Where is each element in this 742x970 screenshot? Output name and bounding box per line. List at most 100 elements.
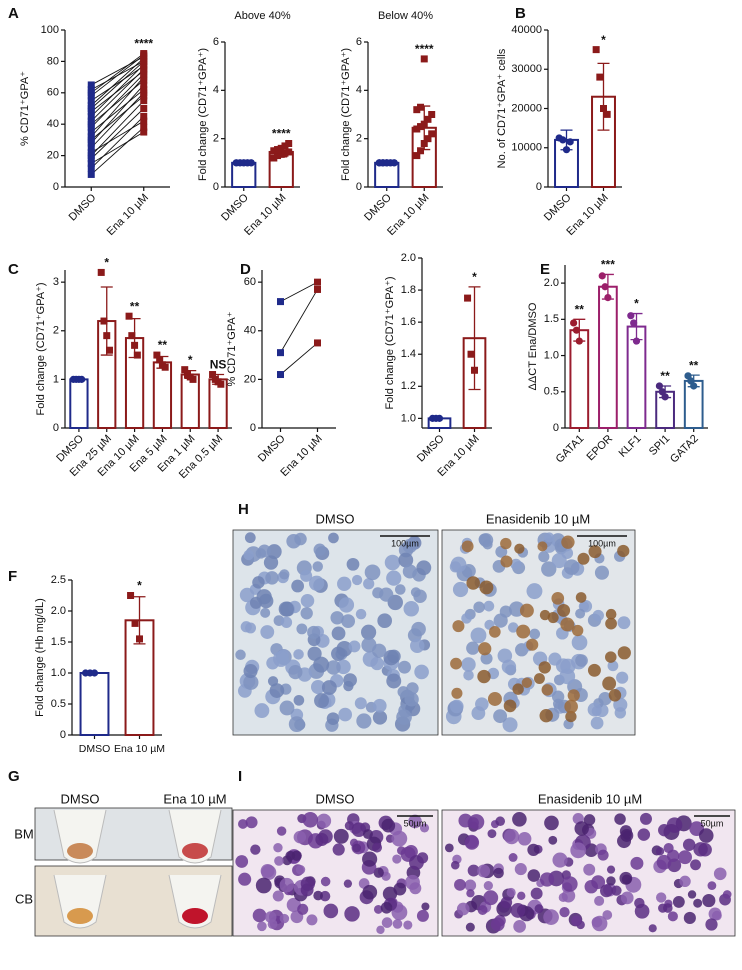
y-axis-label: Fold change (CD71⁺GPA⁺) <box>35 282 47 415</box>
data-point <box>125 312 133 320</box>
y-tick-label: 2.0 <box>401 252 416 264</box>
cell <box>260 607 271 618</box>
tube <box>168 874 222 929</box>
cell <box>386 570 402 586</box>
data-point <box>424 115 432 123</box>
cell <box>397 686 410 698</box>
significance: * <box>104 256 109 270</box>
x-tick-label: SPI1 <box>647 433 672 458</box>
cell <box>722 890 732 899</box>
scale-bar-label: 50µm <box>701 818 724 828</box>
cell <box>478 642 492 656</box>
cell <box>295 864 306 875</box>
cell <box>470 627 487 644</box>
pair-line <box>91 65 144 102</box>
cell <box>452 581 469 598</box>
y-tick-label: 2.0 <box>51 605 66 617</box>
cell <box>288 716 305 733</box>
cell <box>537 541 548 552</box>
data-point <box>413 152 421 160</box>
cell <box>293 830 307 844</box>
cell <box>464 879 477 892</box>
y-tick-label: 20000 <box>511 102 542 114</box>
cell <box>252 908 267 923</box>
data-point <box>209 371 217 379</box>
y-tick-label: 0.5 <box>544 386 559 398</box>
data-point <box>131 619 139 627</box>
y-tick-label: 60 <box>244 276 256 288</box>
pair-line <box>90 70 145 112</box>
cell <box>411 621 426 637</box>
data-point <box>140 97 148 105</box>
cell <box>348 640 361 653</box>
significance: *** <box>601 258 615 272</box>
cell <box>502 717 518 733</box>
cell <box>497 648 513 664</box>
cell <box>372 710 388 725</box>
cell <box>450 860 460 870</box>
cell <box>590 716 604 730</box>
data-point <box>87 133 95 141</box>
cell <box>541 561 557 577</box>
data-point <box>128 332 136 340</box>
cell <box>600 884 613 898</box>
cell <box>266 544 282 559</box>
cell <box>274 856 284 866</box>
cell <box>310 679 326 695</box>
data-point <box>632 337 641 345</box>
data-point <box>559 136 567 144</box>
cell <box>276 826 287 836</box>
panel-letter: B <box>515 5 526 22</box>
cell <box>557 603 571 617</box>
cell <box>456 902 470 916</box>
data-point <box>156 356 164 364</box>
cell <box>333 828 349 844</box>
data-point <box>133 351 141 359</box>
y-tick-label: 1.4 <box>401 348 416 360</box>
cell <box>331 646 346 662</box>
cell <box>510 903 526 918</box>
pair-line <box>91 120 144 153</box>
cell <box>567 689 580 702</box>
cell <box>500 537 512 550</box>
bar <box>152 361 173 429</box>
significance: ** <box>130 299 140 313</box>
data-point <box>285 140 293 147</box>
y-axis-label: Fold change (CD71⁺GPA⁺) <box>384 276 396 409</box>
pair-line <box>90 95 145 141</box>
cell <box>351 574 363 586</box>
photo-column-label: DMSO <box>316 511 355 526</box>
data-point <box>630 319 638 327</box>
data-point <box>598 272 606 280</box>
cell <box>402 564 417 579</box>
cell <box>297 903 309 915</box>
data-point <box>417 103 425 111</box>
cell <box>639 812 652 825</box>
cell <box>477 669 491 684</box>
cell <box>480 652 493 665</box>
cell <box>493 867 504 879</box>
data-point <box>417 123 425 131</box>
cell <box>519 603 534 618</box>
cell <box>693 842 708 857</box>
cell <box>594 895 605 906</box>
cell <box>648 924 657 933</box>
cell <box>479 580 494 595</box>
cell <box>634 897 645 909</box>
chart-title: Below 40% <box>378 10 433 22</box>
cell <box>605 617 617 630</box>
cell <box>338 597 355 613</box>
cell <box>637 828 651 841</box>
x-tick-label: EPOR <box>585 433 616 464</box>
y-tick-label: 30000 <box>511 63 542 75</box>
cell <box>392 919 403 929</box>
cell <box>490 917 505 932</box>
panel-letter: D <box>240 261 251 278</box>
y-tick-label: 1.0 <box>401 412 416 424</box>
cell <box>257 544 271 558</box>
cell <box>597 849 609 861</box>
pair-line <box>91 56 144 86</box>
y-tick-label: 2.5 <box>51 574 66 586</box>
tube <box>168 809 222 864</box>
cell <box>351 822 367 837</box>
